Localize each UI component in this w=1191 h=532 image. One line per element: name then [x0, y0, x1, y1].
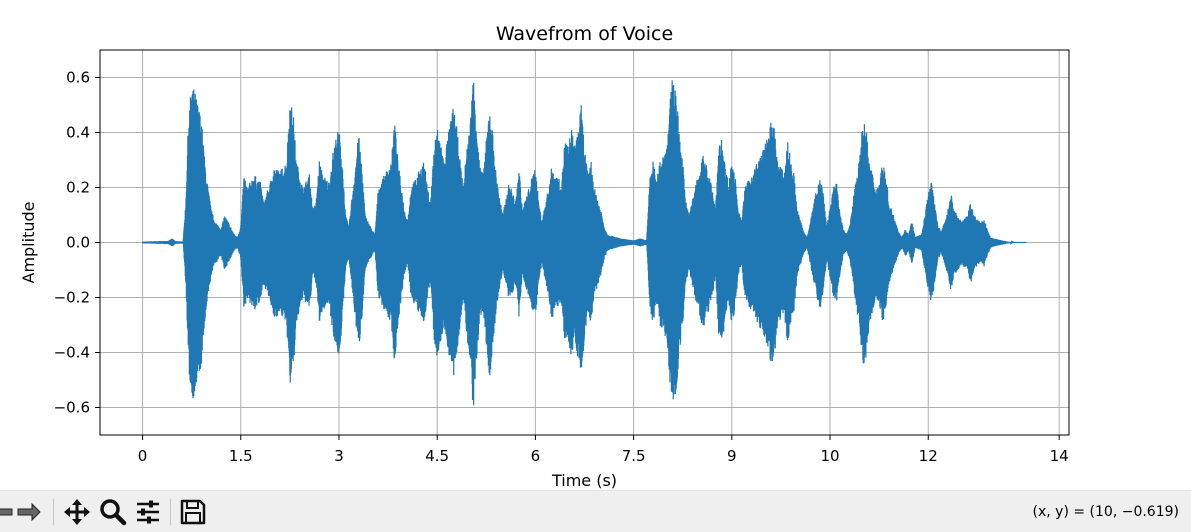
save-button[interactable]	[178, 497, 208, 527]
y-tick-label: 0.4	[66, 124, 90, 142]
pan-button[interactable]	[62, 497, 92, 527]
toolbar-separator	[170, 499, 171, 525]
x-tick-label: 9	[727, 447, 737, 465]
waveform-chart: 0 1.5 3 4.5 6 7.5 9 10 12 14 −0.6 −0.4 −0.2 0.0 0.2 0.4…	[19, 23, 1070, 490]
y-tick-label: −0.2	[54, 289, 90, 307]
x-tick-label: 14	[1050, 447, 1069, 465]
back-button[interactable]	[0, 497, 16, 527]
forward-button[interactable]	[14, 497, 44, 527]
x-axis-label: Time (s)	[551, 471, 617, 490]
cursor-coordinates: (x, y) = (10, −0.619)	[1032, 504, 1179, 520]
x-tick-label: 0	[138, 447, 148, 465]
save-icon	[180, 499, 206, 525]
configure-subplots-icon	[137, 500, 159, 524]
x-tick-label: 7.5	[622, 447, 646, 465]
configure-subplots-button[interactable]	[133, 497, 163, 527]
zoom-button[interactable]	[98, 497, 128, 527]
x-tick-label: 4.5	[425, 447, 449, 465]
zoom-icon	[100, 499, 127, 526]
waveform-line	[141, 80, 1027, 406]
figure-canvas[interactable]: 0 1.5 3 4.5 6 7.5 9 10 12 14 −0.6 −0.4 −0.2 0.0 0.2 0.4…	[0, 0, 1191, 490]
x-tick-label: 6	[531, 447, 541, 465]
x-tick-label: 10	[820, 447, 839, 465]
navigation-toolbar: (x, y) = (10, −0.619)	[0, 490, 1191, 532]
chart-title: Wavefrom of Voice	[496, 23, 673, 45]
y-tick-label: 0.0	[66, 234, 90, 252]
x-tick-label: 12	[919, 447, 938, 465]
x-tick-label: 3	[334, 447, 344, 465]
toolbar-separator	[53, 499, 54, 525]
y-tick-label: −0.4	[54, 344, 90, 362]
back-icon	[0, 508, 13, 516]
y-tick-label: −0.6	[54, 399, 90, 417]
x-tick-label: 1.5	[229, 447, 253, 465]
y-tick-label: 0.2	[66, 179, 90, 197]
pan-icon	[64, 499, 90, 525]
y-axis-label: Amplitude	[19, 202, 38, 284]
forward-icon	[17, 502, 41, 522]
y-tick-label: 0.6	[66, 69, 90, 87]
